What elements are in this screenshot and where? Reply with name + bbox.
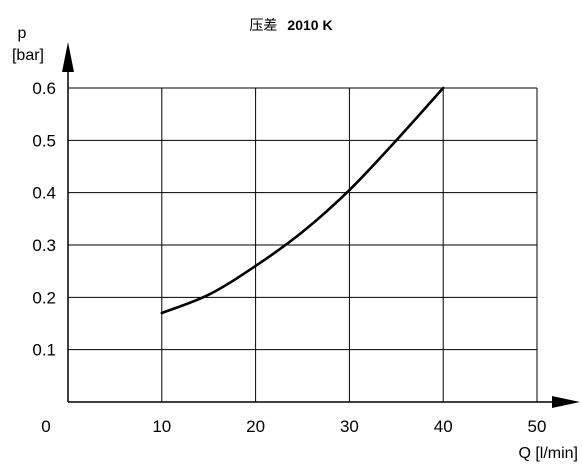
x-tick-label-20: 20 [246, 417, 265, 436]
x-tick-label-10: 10 [152, 417, 171, 436]
y-axis-symbol: p [18, 25, 27, 42]
y-axis-arrow [62, 42, 74, 72]
grid [68, 87, 538, 402]
series [160, 86, 445, 315]
x-tick-label-50: 50 [528, 417, 547, 436]
chart-title: 压差 2010 K [249, 17, 332, 33]
x-tick-label-40: 40 [434, 417, 453, 436]
x-tick-label-0: 0 [41, 417, 50, 436]
y-tick-label-0.4: 0.4 [32, 184, 56, 203]
y-tick-label-0.6: 0.6 [32, 79, 56, 98]
x-axis-arrow [552, 396, 580, 408]
y-tick-label-0.3: 0.3 [32, 236, 56, 255]
axes [62, 42, 580, 408]
x-tick-label-30: 30 [340, 417, 359, 436]
y-tick-label-0.5: 0.5 [32, 131, 56, 150]
y-tick-label-0.1: 0.1 [32, 341, 56, 360]
tick-labels: 0 10 20 30 40 50 0.1 0.2 0.3 0.4 0.5 0.6 [32, 79, 546, 436]
chart-title-prefix: 压差 [249, 17, 277, 33]
y-axis-unit: [bar] [12, 47, 44, 64]
chart-title-main: 2010 K [287, 17, 332, 33]
y-tick-label-0.2: 0.2 [32, 288, 56, 307]
x-axis-label: Q [l/min] [518, 445, 578, 462]
series-line-0 [160, 86, 445, 315]
